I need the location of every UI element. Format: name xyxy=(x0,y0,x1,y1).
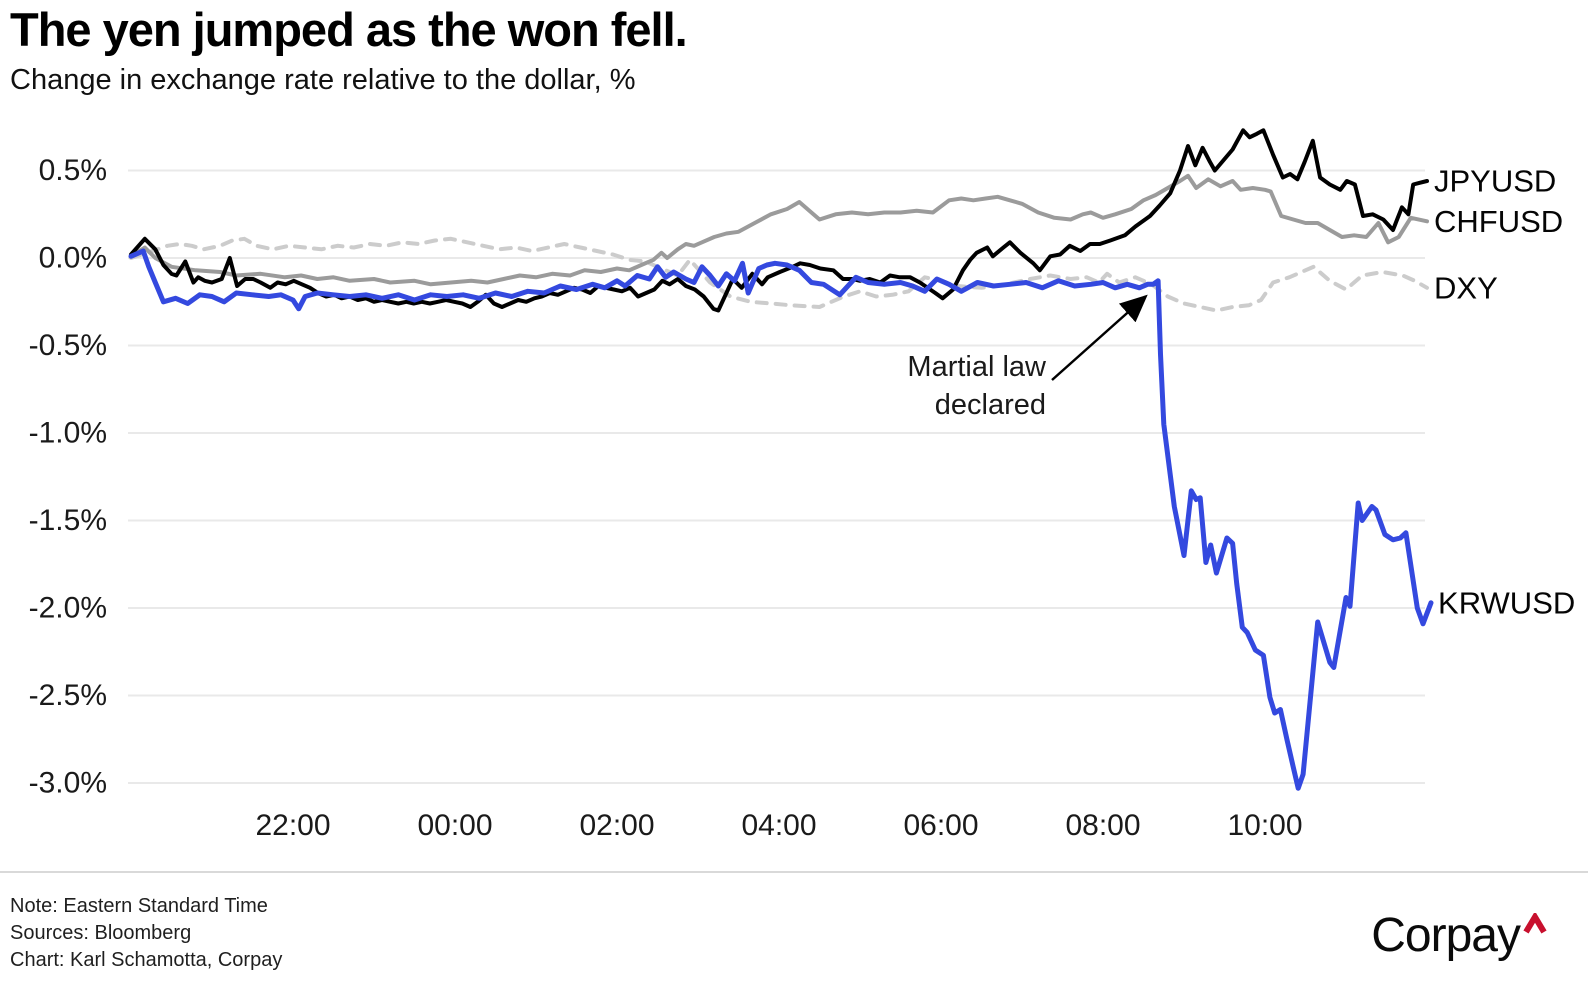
annotation-arrow xyxy=(1051,294,1148,381)
series-line-KRWUSD xyxy=(128,248,1434,791)
x-axis-tick-label: 08:00 xyxy=(1065,809,1140,842)
footer-sources: Sources: Bloomberg xyxy=(10,922,192,944)
footer-notes: Note: Eastern Standard Time Sources: Blo… xyxy=(10,893,282,974)
annotation-text-line2: declared xyxy=(935,389,1046,421)
footer-note: Note: Eastern Standard Time xyxy=(10,895,268,917)
y-axis-tick-label: -3.0% xyxy=(29,767,107,800)
y-axis-tick-label: 0.0% xyxy=(39,242,107,275)
y-axis-tick-label: -2.5% xyxy=(29,679,107,712)
corpay-logo-text: Corpay xyxy=(1371,909,1521,962)
footer-credit: Chart: Karl Schamotta, Corpay xyxy=(10,949,283,971)
series-label-CHFUSD: CHFUSD xyxy=(1434,204,1563,239)
y-axis-tick-label: -1.0% xyxy=(29,417,107,450)
series-label-KRWUSD: KRWUSD xyxy=(1438,585,1575,620)
y-axis-tick-label: -2.0% xyxy=(29,592,107,625)
x-axis-tick-label: 06:00 xyxy=(903,809,978,842)
x-axis-tick-label: 00:00 xyxy=(417,809,492,842)
x-axis-tick-label: 22:00 xyxy=(255,809,330,842)
x-axis-tick-label: 04:00 xyxy=(741,809,816,842)
series-end-labels: DXY CHFUSD JPYUSD KRWUSD xyxy=(1434,164,1575,621)
y-axis-tick-label: -0.5% xyxy=(29,329,107,362)
x-axis-tick-label: 02:00 xyxy=(579,809,654,842)
series-label-DXY: DXY xyxy=(1434,270,1498,305)
series-lines xyxy=(128,128,1434,791)
y-axis-tick-label: 0.5% xyxy=(39,154,107,187)
series-label-JPYUSD: JPYUSD xyxy=(1434,164,1556,199)
gridlines-and-axes: 0.5% 0.0% -0.5% -1.0% -1.5% -2.0% -2.5% -3.0% 22… xyxy=(29,154,1425,842)
page-subtitle: Change in exchange rate relative to the … xyxy=(10,64,636,96)
page-title: The yen jumped as the won fell. xyxy=(10,3,688,56)
corpay-logo: Corpay xyxy=(1371,908,1548,963)
annotation-group: Martial law declared xyxy=(907,294,1148,421)
y-axis-tick-label: -1.5% xyxy=(29,504,107,537)
series-line-DXY xyxy=(129,236,1429,313)
x-axis-tick-label: 10:00 xyxy=(1227,809,1302,842)
series-line-CHFUSD xyxy=(129,173,1429,287)
annotation-text-line1: Martial law xyxy=(907,351,1047,383)
series-line-JPYUSD xyxy=(129,128,1429,313)
corpay-caret-icon xyxy=(1523,913,1547,934)
